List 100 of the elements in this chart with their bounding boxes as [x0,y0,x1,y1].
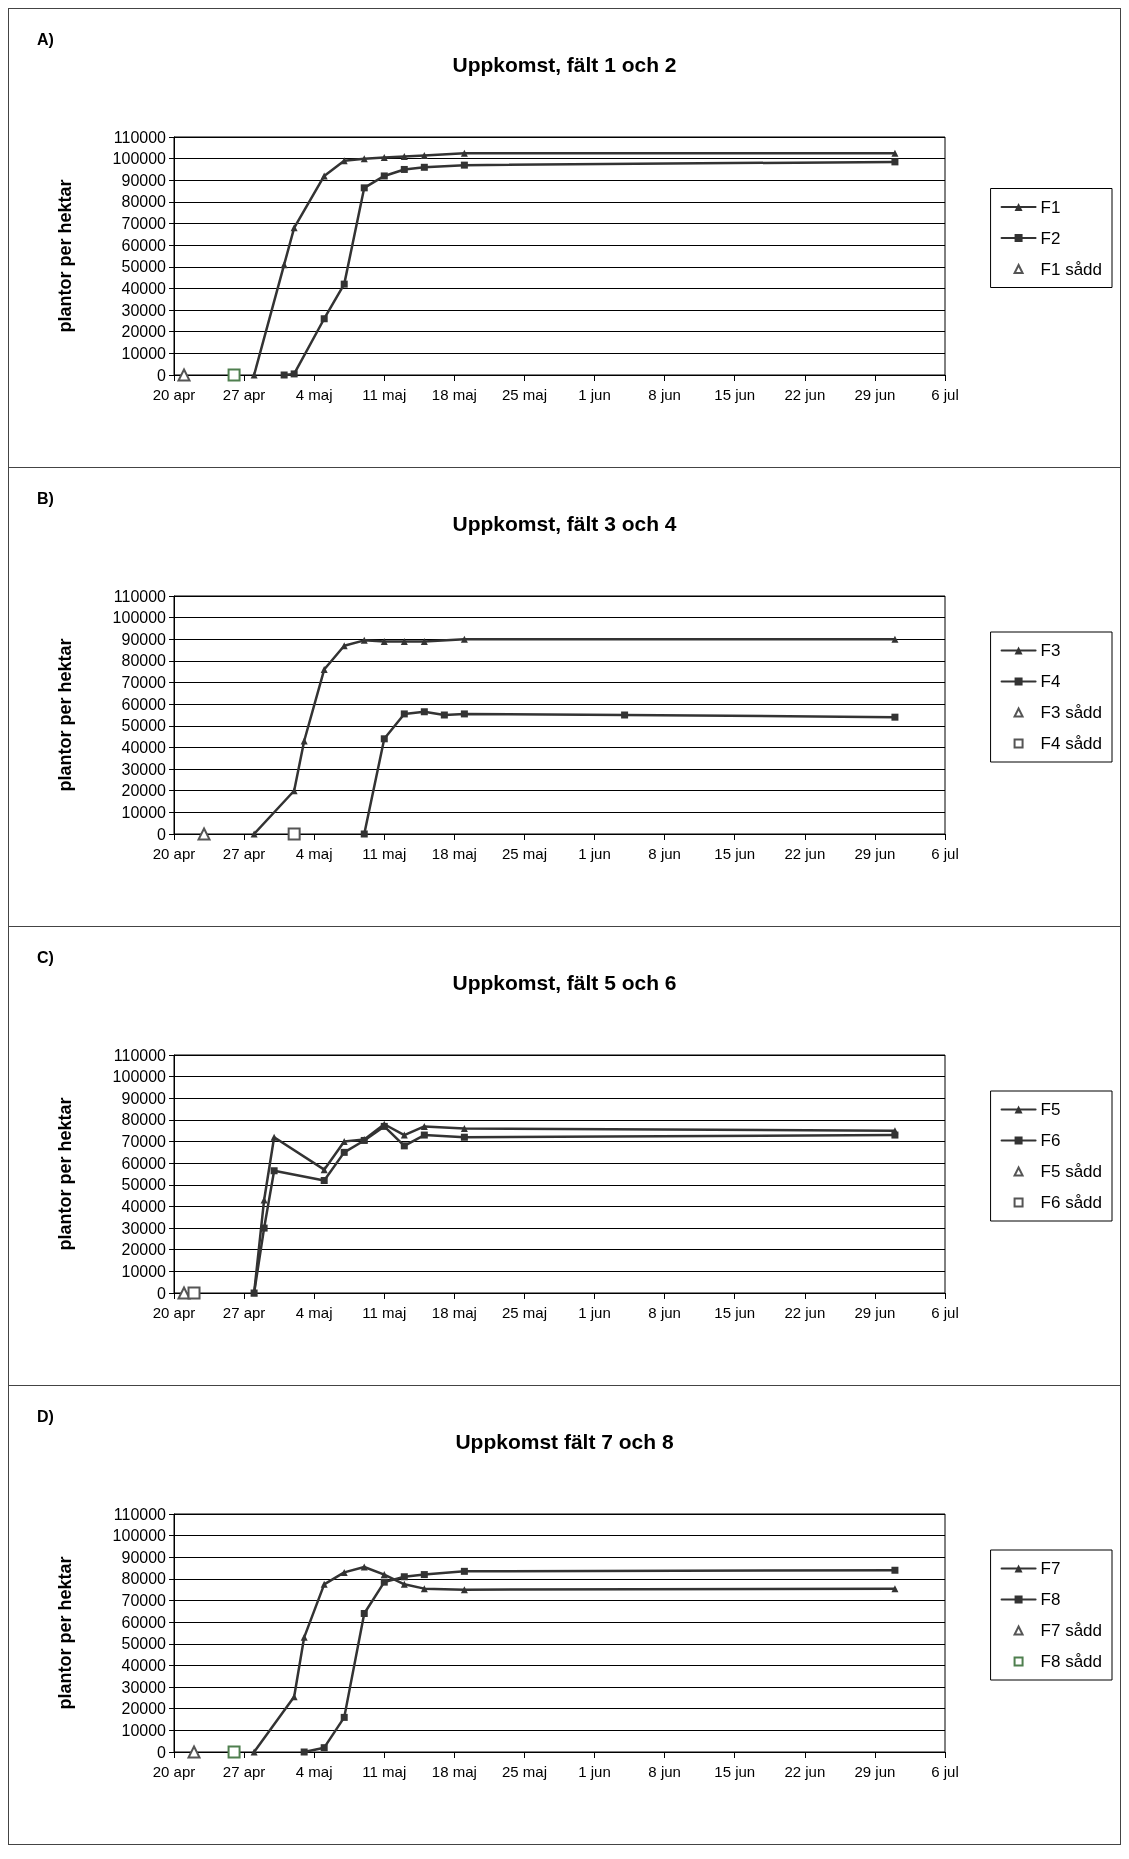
x-tick-label: 1 jun [578,1763,611,1780]
y-tick-label: 50000 [121,1176,167,1194]
y-tick-label: 20000 [121,782,167,800]
x-tick-label: 15 jun [714,1763,756,1780]
y-tick-label: 0 [157,366,167,384]
x-tick-label: 27 apr [222,845,266,862]
x-tick-label: 27 apr [222,386,266,403]
y-axis-title: plantor per hektar [55,1556,75,1710]
y-tick-label: 90000 [121,1548,167,1566]
x-tick-label: 20 apr [152,1304,196,1321]
x-tick-label: 25 maj [501,1304,547,1321]
chart-title: Uppkomst, fält 5 och 6 [452,971,677,994]
x-tick-label: 27 apr [222,1304,266,1321]
legend-label: F4 sådd [1040,734,1103,753]
y-tick-label: 50000 [121,1635,167,1653]
y-axis-title: plantor per hektar [55,1097,75,1251]
y-tick-label: 30000 [121,1678,167,1696]
y-tick-label: 80000 [121,652,167,670]
y-tick-label: 40000 [121,738,167,756]
legend-label: F1 sådd [1040,259,1103,279]
legend-label: F7 [1040,1559,1061,1578]
y-tick-label: 0 [157,825,167,843]
legend-label: F4 [1040,672,1061,691]
x-tick-label: 20 apr [152,386,196,403]
y-tick-label: 100000 [112,609,167,627]
chart-title: Uppkomst, fält 3 och 4 [452,512,677,535]
x-tick-label: 27 apr [222,1763,266,1780]
x-tick-label: 15 jun [714,845,756,862]
x-tick-label: 11 maj [362,386,407,403]
y-tick-label: 60000 [121,1613,167,1631]
x-tick-label: 6 jul [931,386,959,403]
legend-label: F6 [1040,1131,1061,1150]
x-tick-label: 4 maj [295,1304,333,1321]
x-tick-label: 29 jun [854,845,896,862]
legend-label: F2 [1040,228,1061,248]
y-tick-label: 30000 [121,1219,167,1237]
x-tick-label: 6 jul [931,845,959,862]
x-tick-label: 22 jun [784,845,826,862]
y-tick-label: 20000 [121,1241,167,1259]
x-tick-label: 4 maj [295,845,333,862]
x-tick-label: 15 jun [714,386,756,403]
legend-label: F8 [1040,1590,1061,1609]
y-tick-label: 10000 [121,344,167,362]
x-tick-label: 18 maj [431,386,477,403]
x-tick-label: 22 jun [784,1763,826,1780]
x-tick-label: 1 jun [578,386,611,403]
x-tick-label: 20 apr [152,1763,196,1780]
y-tick-label: 20000 [121,323,167,341]
y-tick-label: 0 [157,1284,167,1302]
y-tick-label: 20000 [121,1700,167,1718]
x-tick-label: 29 jun [854,386,896,403]
y-tick-label: 70000 [121,1133,167,1151]
x-tick-label: 22 jun [784,1304,826,1321]
legend-label: F3 [1040,641,1061,660]
legend-label: F3 sådd [1040,703,1103,722]
x-tick-label: 18 maj [431,845,477,862]
x-tick-label: 11 maj [362,1763,407,1780]
x-tick-label: 8 jun [648,1763,681,1780]
x-tick-label: 18 maj [431,1763,477,1780]
x-tick-label: 4 maj [295,386,333,403]
y-tick-label: 50000 [121,258,167,276]
x-tick-label: 8 jun [648,386,681,403]
y-tick-label: 40000 [121,279,167,297]
y-tick-label: 10000 [121,1721,167,1739]
y-tick-label: 100000 [112,150,167,168]
y-tick-label: 60000 [121,695,167,713]
x-tick-label: 6 jul [931,1763,959,1780]
y-tick-label: 40000 [121,1656,167,1674]
y-tick-label: 10000 [121,1262,167,1280]
legend-label: F7 sådd [1040,1621,1103,1640]
x-tick-label: 4 maj [295,1763,333,1780]
x-tick-label: 18 maj [431,1304,477,1321]
x-tick-label: 25 maj [501,1763,547,1780]
y-tick-label: 110000 [113,128,167,146]
y-tick-label: 110000 [113,1505,167,1523]
y-tick-label: 60000 [121,236,167,254]
x-tick-label: 8 jun [648,845,681,862]
x-tick-label: 1 jun [578,1304,611,1321]
y-axis-title: plantor per hektar [55,179,75,333]
chart-title: Uppkomst fält 7 och 8 [455,1430,674,1453]
text: C) [37,948,54,966]
y-tick-label: 100000 [112,1527,167,1545]
legend-label: F8 sådd [1040,1652,1103,1671]
y-tick-label: 70000 [121,1592,167,1610]
x-tick-label: 11 maj [362,1304,407,1321]
y-tick-label: 80000 [121,1111,167,1129]
y-tick-label: 70000 [121,674,167,692]
x-tick-label: 29 jun [854,1763,896,1780]
y-tick-label: 0 [157,1743,167,1761]
x-tick-label: 25 maj [501,386,547,403]
x-tick-label: 11 maj [362,845,407,862]
y-tick-label: 80000 [121,1570,167,1588]
y-tick-label: 90000 [121,1089,167,1107]
x-tick-label: 8 jun [648,1304,681,1321]
y-tick-label: 90000 [121,630,167,648]
y-tick-label: 10000 [121,803,167,821]
y-tick-label: 110000 [113,1046,167,1064]
text: B) [37,489,54,507]
y-tick-label: 90000 [121,171,167,189]
y-tick-label: 30000 [121,760,167,778]
